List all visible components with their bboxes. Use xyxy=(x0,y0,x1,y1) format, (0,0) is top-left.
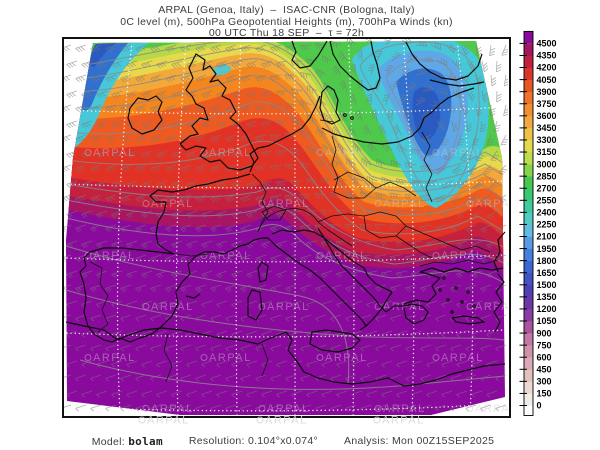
svg-text:ARPAL: ARPAL xyxy=(267,403,310,415)
svg-text:2250: 2250 xyxy=(537,220,557,230)
svg-text:ARPAL: ARPAL xyxy=(325,352,368,364)
svg-text:1800: 1800 xyxy=(537,256,557,266)
svg-text:450: 450 xyxy=(537,364,552,374)
svg-text:600: 600 xyxy=(537,352,552,362)
svg-text:ARPAL: ARPAL xyxy=(475,198,518,210)
svg-text:ARPAL: ARPAL xyxy=(383,403,426,415)
svg-text:1200: 1200 xyxy=(537,304,557,314)
svg-text:1650: 1650 xyxy=(537,268,557,278)
svg-text:3000: 3000 xyxy=(537,159,557,169)
svg-text:3600: 3600 xyxy=(537,111,557,121)
svg-text:1050: 1050 xyxy=(537,316,557,326)
title-line-2: 0C level (m), 500hPa Geopotential Height… xyxy=(120,15,453,28)
svg-text:ARPAL: ARPAL xyxy=(325,147,368,159)
svg-text:ARPAL: ARPAL xyxy=(265,415,308,427)
svg-text:4200: 4200 xyxy=(537,63,557,73)
resolution-value: 0.104°x0.074° xyxy=(247,435,319,447)
country-borders xyxy=(89,119,499,383)
svg-text:ARPAL: ARPAL xyxy=(209,147,252,159)
svg-text:750: 750 xyxy=(537,340,552,350)
svg-text:ARPAL: ARPAL xyxy=(383,198,426,210)
svg-text:0: 0 xyxy=(537,401,542,411)
svg-text:900: 900 xyxy=(537,328,552,338)
svg-text:300: 300 xyxy=(537,377,552,387)
svg-text:ARPAL: ARPAL xyxy=(147,415,190,427)
svg-text:4050: 4050 xyxy=(537,75,557,85)
svg-text:3900: 3900 xyxy=(537,87,557,97)
svg-text:ARPAL: ARPAL xyxy=(267,198,310,210)
title-line-3: 00 UTC Thu 18 SEP – τ = 72h xyxy=(208,27,365,39)
svg-text:1500: 1500 xyxy=(537,280,557,290)
bottom-watermarks: ARPAL ARPAL ARPAL xyxy=(138,415,425,427)
svg-text:ARPAL: ARPAL xyxy=(475,301,518,313)
svg-text:2850: 2850 xyxy=(537,171,557,181)
scotland-cold-spot xyxy=(213,64,231,76)
svg-text:3450: 3450 xyxy=(537,123,557,133)
height-contours xyxy=(66,41,505,390)
svg-text:ARPAL: ARPAL xyxy=(382,415,425,427)
model-value: bolam xyxy=(128,435,163,448)
svg-text:3750: 3750 xyxy=(537,99,557,109)
analysis-label: Analysis: xyxy=(344,435,392,447)
colorbar: 0 150 300 450 600 750 900 1050 1200 1350 1500 1650 1… xyxy=(519,30,557,416)
svg-text:1350: 1350 xyxy=(537,292,557,302)
svg-text:4350: 4350 xyxy=(537,51,557,61)
svg-text:ARPAL: ARPAL xyxy=(151,198,194,210)
resolution-label: Resolution: xyxy=(188,435,248,447)
svg-text:2400: 2400 xyxy=(537,208,557,218)
svg-text:3150: 3150 xyxy=(537,147,557,157)
analysis-group: Analysis: Mon 00Z15SEP2025 xyxy=(344,435,494,448)
model-group: Model: bolam xyxy=(92,435,163,448)
svg-text:ARPAL: ARPAL xyxy=(93,250,136,262)
svg-text:ARPAL: ARPAL xyxy=(441,352,484,364)
svg-text:2550: 2550 xyxy=(537,196,557,206)
svg-text:2100: 2100 xyxy=(537,232,557,242)
svg-text:ARPAL: ARPAL xyxy=(93,147,136,159)
svg-text:ARPAL: ARPAL xyxy=(209,352,252,364)
svg-text:3300: 3300 xyxy=(537,135,557,145)
svg-text:ARPAL: ARPAL xyxy=(475,403,518,415)
svg-text:ARPAL: ARPAL xyxy=(93,352,136,364)
svg-text:ARPAL: ARPAL xyxy=(441,250,484,262)
svg-text:150: 150 xyxy=(537,389,552,399)
footer: Model: bolam Resolution: 0.104°x0.074° A… xyxy=(53,435,533,448)
svg-text:ARPAL: ARPAL xyxy=(441,147,484,159)
svg-text:1950: 1950 xyxy=(537,244,557,254)
svg-text:4500: 4500 xyxy=(537,39,557,49)
analysis-value: Mon 00Z15SEP2025 xyxy=(391,435,495,447)
svg-text:2700: 2700 xyxy=(537,183,557,193)
resolution-group: Resolution: 0.104°x0.074° xyxy=(189,435,318,448)
chart-title-block: ARPAL (Genoa, Italy) – ISAC-CNR (Bologna… xyxy=(63,4,510,40)
coastlines xyxy=(65,40,506,387)
svg-text:ARPAL: ARPAL xyxy=(151,301,194,313)
svg-text:ARPAL: ARPAL xyxy=(267,301,310,313)
svg-text:ARPAL: ARPAL xyxy=(151,403,194,415)
wind-barbs xyxy=(64,39,508,412)
model-label: Model: xyxy=(91,436,129,448)
title-line-1: ARPAL (Genoa, Italy) – ISAC-CNR (Bologna… xyxy=(158,4,415,16)
